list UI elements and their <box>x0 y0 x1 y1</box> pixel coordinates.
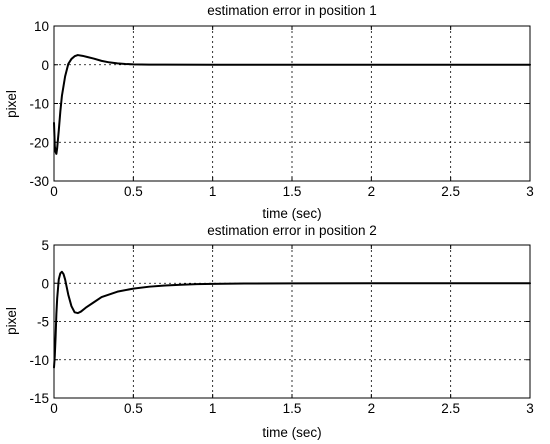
y-tick-label: -10 <box>29 97 49 112</box>
x-tick-label: 2 <box>368 401 376 416</box>
x-tick-label: 2 <box>368 184 376 199</box>
y-tick-label: 5 <box>41 238 49 253</box>
x-tick-label: 0.5 <box>124 184 143 199</box>
x-tick-label: 2.5 <box>441 184 460 199</box>
x-tick-label: 3 <box>526 401 534 416</box>
series-line <box>53 54 531 155</box>
y-axis-label: pixel <box>4 90 19 118</box>
y-tick-label: -5 <box>37 315 49 330</box>
y-axis-label: pixel <box>4 307 19 335</box>
x-tick-label: 1 <box>209 401 217 416</box>
chart-title: estimation error in position 1 <box>207 3 377 18</box>
x-tick-label: 2.5 <box>441 401 460 416</box>
y-tick-label: -30 <box>29 174 49 189</box>
x-tick-label: 0.5 <box>124 401 143 416</box>
y-tick-label: 0 <box>41 58 49 73</box>
x-axis-label: time (sec) <box>262 425 321 440</box>
chart-position-2: estimation error in position 2 time (sec… <box>4 223 534 440</box>
x-tick-label: 0 <box>50 184 58 199</box>
x-tick-label: 0 <box>50 401 58 416</box>
y-tick-label: -20 <box>29 135 49 150</box>
y-tick-label: 0 <box>41 276 49 291</box>
x-axis-label: time (sec) <box>262 206 321 221</box>
x-tick-label: 3 <box>526 184 534 199</box>
chart-title: estimation error in position 2 <box>207 223 377 238</box>
y-tick-label: 10 <box>34 19 49 34</box>
series-line <box>53 270 531 369</box>
plot-frame <box>53 25 531 182</box>
x-tick-label: 1 <box>209 184 217 199</box>
plot-frame <box>53 244 531 399</box>
y-tick-label: -15 <box>29 391 49 406</box>
chart-position-1: estimation error in position 1 time (sec… <box>4 3 534 221</box>
y-tick-label: -10 <box>29 353 49 368</box>
x-tick-label: 1.5 <box>283 401 302 416</box>
x-tick-label: 1.5 <box>283 184 302 199</box>
